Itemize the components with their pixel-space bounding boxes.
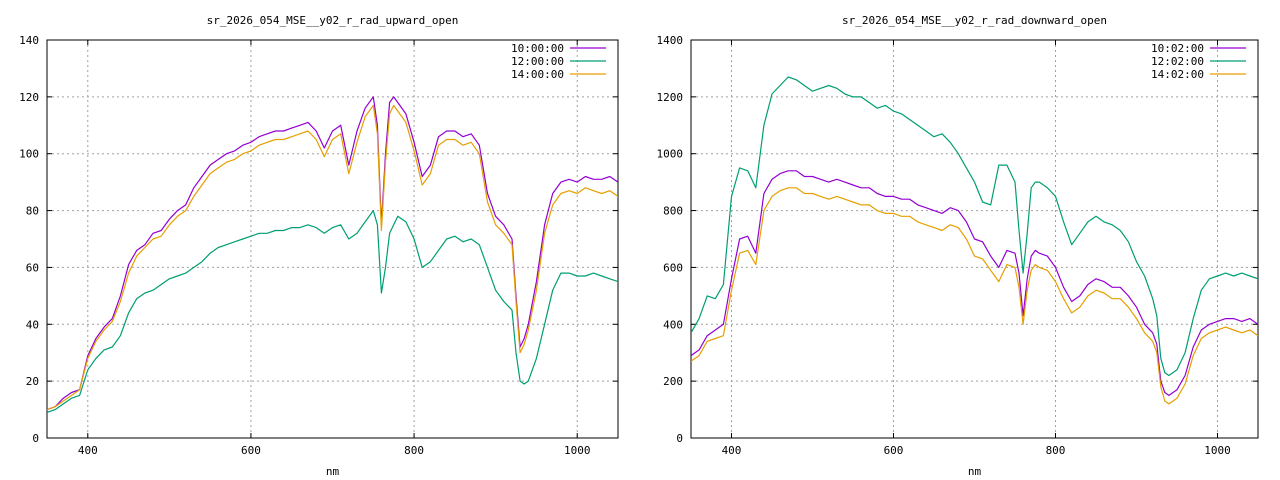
- x-tick-label: 400: [78, 444, 98, 457]
- series-line-1: [47, 96, 618, 411]
- y-tick-label: 200: [663, 375, 683, 388]
- chart-panel-1: sr_2026_054_MSE__y02_r_rad_upward_open 0 2…: [19, 14, 619, 478]
- legend-label: 12:02:00: [1151, 55, 1204, 68]
- legend-label: 12:00:00: [511, 55, 564, 68]
- series-line-3: [47, 104, 618, 411]
- x-tick-label: 800: [1046, 444, 1066, 457]
- series-line-3: [691, 187, 1258, 405]
- legend-label: 14:02:00: [1151, 68, 1204, 81]
- x-tick-label: 600: [241, 444, 261, 457]
- plot-frame: [46, 39, 619, 439]
- y-tick-label: 40: [26, 318, 39, 331]
- y-tick-label: 400: [663, 318, 683, 331]
- y-tick-label: 60: [26, 261, 39, 274]
- y-tick-label: 1000: [657, 148, 684, 161]
- series-line-2: [691, 76, 1258, 377]
- chart-panel-2: sr_2026_054_MSE__y02_r_rad_downward_open…: [657, 14, 1259, 478]
- x-axis-label: nm: [968, 465, 982, 478]
- plot-frame: [690, 39, 1259, 439]
- y-tick-label: 0: [32, 432, 39, 445]
- x-tick-label: 600: [884, 444, 904, 457]
- y-tick-label: 80: [26, 205, 39, 218]
- y-tick-label: 20: [26, 375, 39, 388]
- x-tick-label: 400: [722, 444, 742, 457]
- x-tick-label: 1000: [1204, 444, 1231, 457]
- x-tick-label: 800: [404, 444, 424, 457]
- legend-label: 10:02:00: [1151, 42, 1204, 55]
- y-tick-label: 120: [19, 91, 39, 104]
- y-tick-label: 140: [19, 34, 39, 47]
- legend-label: 14:00:00: [511, 68, 564, 81]
- x-tick-label: 1000: [564, 444, 591, 457]
- y-tick-label: 800: [663, 205, 683, 218]
- y-tick-label: 0: [676, 432, 683, 445]
- y-tick-label: 1400: [657, 34, 684, 47]
- series-line-2: [47, 210, 618, 413]
- x-axis-label: nm: [326, 465, 340, 478]
- y-tick-label: 1200: [657, 91, 684, 104]
- y-tick-label: 100: [19, 148, 39, 161]
- series-line-1: [691, 170, 1258, 396]
- y-tick-label: 600: [663, 261, 683, 274]
- chart-title: sr_2026_054_MSE__y02_r_rad_downward_open: [842, 14, 1107, 27]
- legend-label: 10:00:00: [511, 42, 564, 55]
- chart-title: sr_2026_054_MSE__y02_r_rad_upward_open: [207, 14, 459, 27]
